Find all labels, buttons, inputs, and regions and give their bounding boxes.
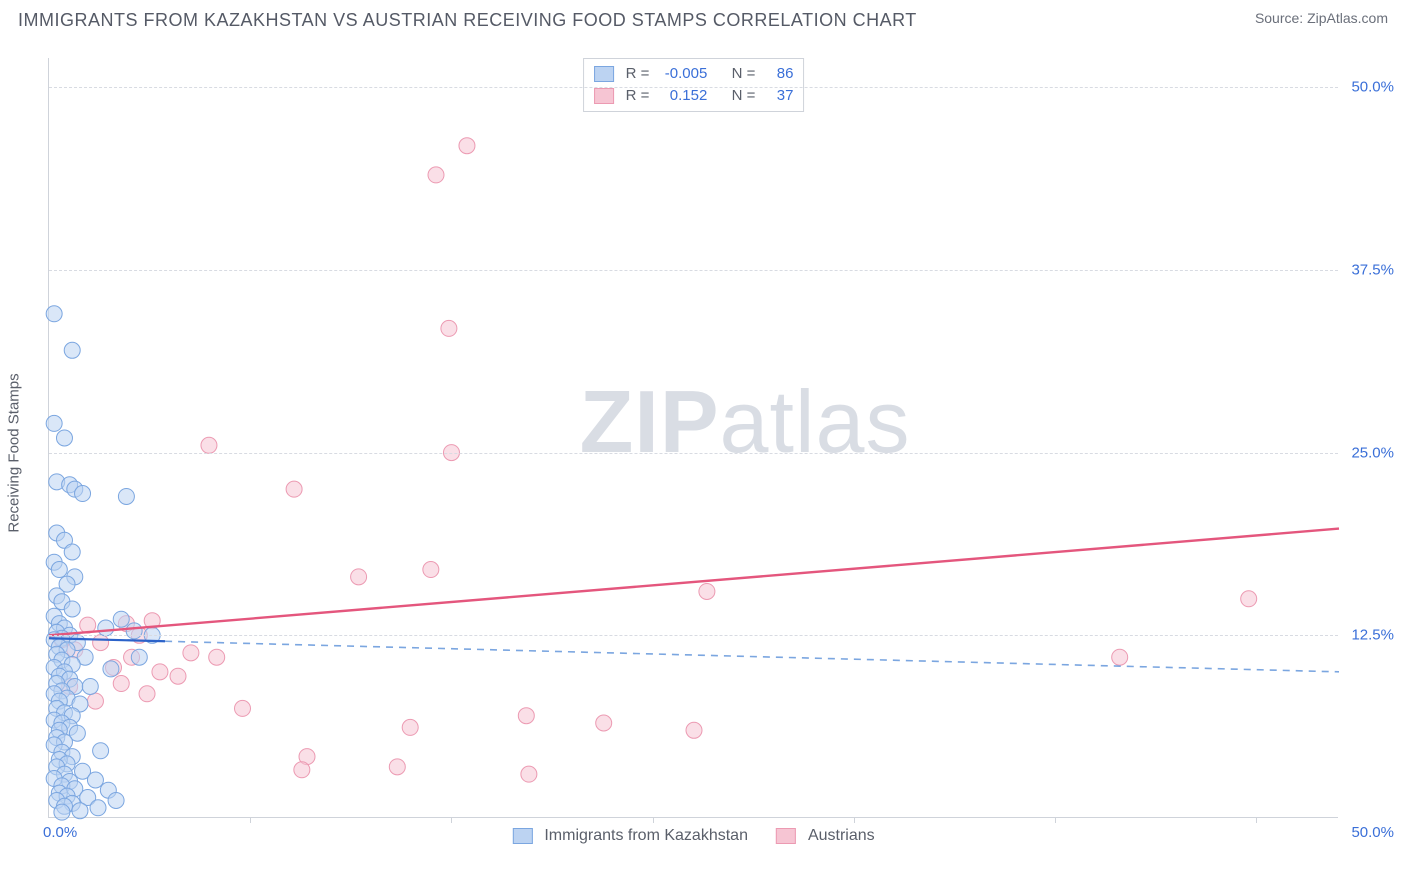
swatch-kazakhstan [594,66,614,82]
r-value-kazakhstan: -0.005 [657,63,707,85]
data-point [113,676,129,692]
r-value-austrians: 0.152 [657,85,707,107]
y-tick-label: 25.0% [1351,444,1394,461]
data-point [72,803,88,819]
data-point [64,342,80,358]
n-value-kazakhstan: 86 [763,63,793,85]
legend-label-austrians: Austrians [808,827,875,845]
data-point [183,645,199,661]
data-point [423,562,439,578]
grid-line [49,87,1338,88]
data-point [686,722,702,738]
data-point [294,762,310,778]
x-tick [451,817,452,823]
grid-line [49,270,1338,271]
data-point [459,138,475,154]
x-tick [250,817,251,823]
data-point [113,611,129,627]
data-point [389,759,405,775]
chart-container: Receiving Food Stamps ZIPatlas R = -0.00… [48,58,1388,848]
source-link[interactable]: ZipAtlas.com [1307,10,1388,26]
data-point [441,320,457,336]
data-point [90,800,106,816]
n-value-austrians: 37 [763,85,793,107]
y-tick-label: 50.0% [1351,79,1394,96]
data-point [596,715,612,731]
x-tick [854,817,855,823]
data-point [46,415,62,431]
legend-row-kazakhstan: R = -0.005 N = 86 [594,63,794,85]
data-point [699,583,715,599]
data-point [118,488,134,504]
data-point [54,804,70,820]
x-tick [1055,817,1056,823]
source-label: Source: [1255,10,1303,26]
data-point [201,437,217,453]
legend-row-austrians: R = 0.152 N = 37 [594,85,794,107]
y-tick-label: 37.5% [1351,261,1394,278]
data-point [87,693,103,709]
data-point [351,569,367,585]
data-point [64,601,80,617]
x-tick [653,817,654,823]
data-point [108,792,124,808]
data-point [1112,649,1128,665]
data-point [518,708,534,724]
data-point [103,661,119,677]
grid-line [49,635,1338,636]
y-tick-label: 12.5% [1351,627,1394,644]
plot-area: ZIPatlas R = -0.005 N = 86 R = 0.152 N =… [48,58,1338,818]
swatch-austrians [594,88,614,104]
grid-line [49,453,1338,454]
data-point [98,620,114,636]
correlation-legend: R = -0.005 N = 86 R = 0.152 N = 37 [583,58,805,112]
data-point [64,544,80,560]
data-point [152,664,168,680]
series-legend: Immigrants from Kazakhstan Austrians [512,827,874,845]
data-point [93,743,109,759]
r-label: R = [626,85,650,107]
n-label: N = [732,63,756,85]
data-point [93,635,109,651]
legend-item-austrians: Austrians [776,827,875,845]
data-point [82,678,98,694]
data-point [139,686,155,702]
regression-line [49,529,1339,636]
y-axis-label: Receiving Food Stamps [6,373,23,532]
data-point [46,306,62,322]
data-point [1241,591,1257,607]
x-tick-min: 0.0% [43,824,77,841]
swatch-austrians [776,828,796,844]
data-point [286,481,302,497]
chart-title: IMMIGRANTS FROM KAZAKHSTAN VS AUSTRIAN R… [18,10,917,31]
data-point [75,486,91,502]
data-point [170,668,186,684]
n-label: N = [732,85,756,107]
source-attribution: Source: ZipAtlas.com [1255,10,1388,26]
x-tick-max: 50.0% [1351,824,1394,841]
data-point [51,562,67,578]
data-point [126,623,142,639]
scatter-plot-svg [49,58,1338,817]
data-point [235,700,251,716]
x-tick [1256,817,1257,823]
data-point [87,772,103,788]
data-point [131,649,147,665]
swatch-kazakhstan [512,828,532,844]
legend-item-kazakhstan: Immigrants from Kazakhstan [512,827,748,845]
data-point [56,430,72,446]
legend-label-kazakhstan: Immigrants from Kazakhstan [544,827,748,845]
data-point [209,649,225,665]
data-point [521,766,537,782]
data-point [402,719,418,735]
regression-line [165,641,1339,672]
r-label: R = [626,63,650,85]
data-point [428,167,444,183]
